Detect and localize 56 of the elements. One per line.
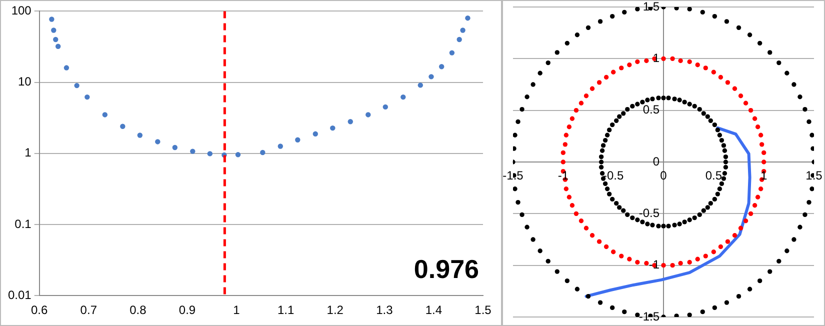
point — [55, 44, 61, 49]
point — [278, 144, 284, 149]
x-tick-label: 0.6 — [31, 303, 48, 318]
x-tick-label: 1.1 — [277, 303, 294, 318]
point — [102, 112, 108, 118]
x-tick-label: 1.5 — [806, 168, 823, 182]
x-tick-label: 0.9 — [178, 303, 196, 318]
point — [49, 16, 54, 22]
point — [120, 124, 126, 129]
y-tick-label: 1 — [24, 146, 32, 160]
point — [366, 112, 371, 118]
point — [190, 148, 196, 154]
point — [137, 132, 143, 138]
x-tick-label: 0.8 — [130, 303, 147, 318]
point — [155, 139, 160, 144]
point — [460, 28, 466, 33]
point — [348, 119, 353, 124]
point — [400, 94, 406, 100]
point — [64, 65, 70, 70]
annotation: 0.976 — [414, 254, 479, 284]
point — [418, 82, 423, 88]
x-tick-label: 1 — [233, 303, 240, 318]
y-tick-label: 10 — [18, 74, 32, 89]
point — [207, 151, 213, 156]
x-tick-label: 0.5 — [705, 168, 722, 182]
point — [449, 50, 455, 56]
x-tick-label: -1.5 — [502, 168, 524, 182]
point — [74, 82, 80, 88]
x-tick-label: 1.5 — [474, 303, 492, 318]
y-tick-label: 0 — [652, 154, 660, 168]
point — [428, 74, 434, 80]
y-tick-label: 100 — [11, 4, 32, 18]
y-tick-label: -1 — [648, 258, 660, 272]
y-tick-label: 0.1 — [14, 216, 32, 231]
point — [172, 144, 178, 150]
point — [456, 36, 462, 42]
x-tick-label: 0.7 — [80, 303, 98, 318]
point — [84, 94, 90, 100]
x-tick-label: -0.5 — [602, 168, 624, 182]
point — [312, 131, 318, 137]
point — [260, 150, 266, 156]
x-tick-label: 1.2 — [326, 303, 344, 318]
y-tick-label: 0.5 — [642, 102, 660, 117]
y-tick-label: -0.5 — [638, 206, 660, 220]
point — [382, 104, 388, 110]
point — [438, 64, 444, 70]
y-tick-label: 0.01 — [8, 288, 32, 302]
point — [330, 125, 336, 131]
x-tick-label: 1.4 — [425, 303, 442, 318]
point — [51, 28, 56, 33]
x-tick-label: 1.3 — [376, 303, 394, 318]
point — [465, 15, 470, 21]
point — [235, 152, 241, 158]
point — [53, 36, 58, 42]
point — [295, 137, 300, 142]
y-tick-label: 1.5 — [642, 0, 660, 14]
